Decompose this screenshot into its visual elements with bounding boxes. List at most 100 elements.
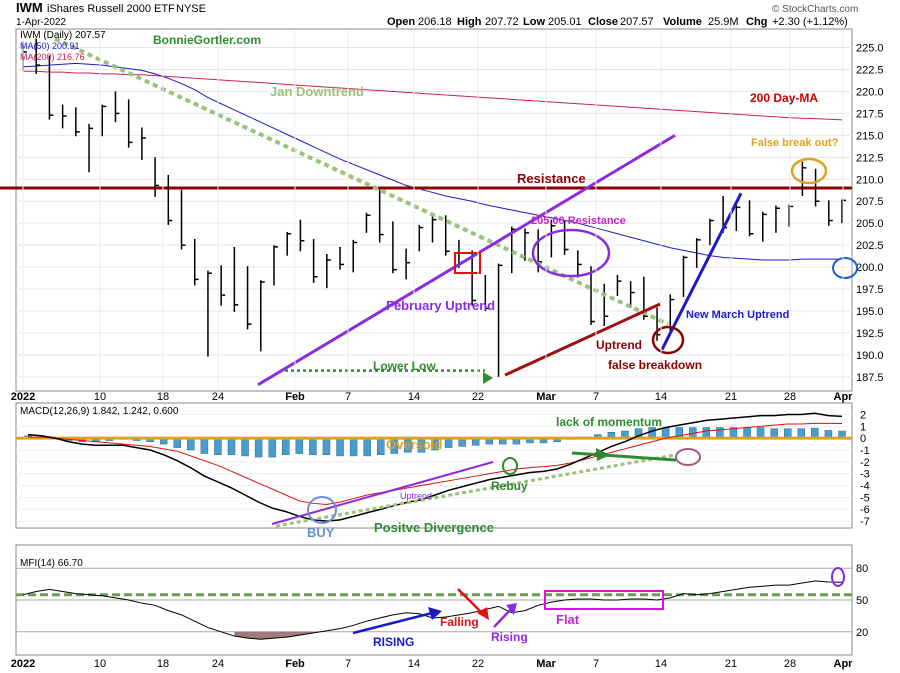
macd-histogram-bar <box>363 437 371 457</box>
x-tick-label: 24 <box>212 391 224 403</box>
macd-legend: MACD(12,26,9) 1.842, 1.242, 0.600 <box>20 406 179 417</box>
x-tick-label: 7 <box>593 391 599 403</box>
macd-uptrend-line <box>271 461 494 525</box>
lower-low-arrowhead <box>483 372 493 384</box>
macd-tick-label: -3 <box>860 469 870 481</box>
close-value: 207.57 <box>620 16 654 28</box>
x-tick-label: 28 <box>784 391 796 403</box>
positive-divergence-label: Positve Divergence <box>374 520 494 535</box>
falling-arrowhead <box>477 607 489 620</box>
x-tick-label-bottom: Feb <box>285 658 305 670</box>
x-tick-label-bottom: 28 <box>784 658 796 670</box>
mfi-legend: MFI(14) 66.70 <box>20 558 83 569</box>
feb-uptrend-label: February Uptrend <box>386 298 495 313</box>
open-value: 206.18 <box>418 16 452 28</box>
macd-histogram-bar <box>811 427 819 439</box>
mfi-marks <box>16 567 852 640</box>
macd-histogram-bar <box>743 427 751 439</box>
high-value: 207.72 <box>485 16 519 28</box>
x-tick-label: 2022 <box>11 391 35 403</box>
x-tick-label-bottom: 21 <box>725 658 737 670</box>
x-tick-label-bottom: 10 <box>94 658 106 670</box>
x-tick-label: 21 <box>725 391 737 403</box>
ma50-line <box>22 62 843 261</box>
macd-histogram-bar <box>322 437 331 455</box>
macd-line <box>27 412 843 522</box>
price-tick-label: 222.5 <box>856 65 884 77</box>
price-tick-label: 217.5 <box>856 108 884 120</box>
volume-label: Volume <box>663 16 702 28</box>
header-date: 1-Apr-2022 <box>16 17 66 28</box>
jan-label: Jan Downtrend <box>270 84 364 99</box>
march-uptrend-line <box>504 302 661 377</box>
ma200-line <box>23 70 843 121</box>
macd-tick-label: -1 <box>860 445 870 457</box>
x-tick-label-bottom: 22 <box>472 658 484 670</box>
falling-arrow <box>457 588 484 615</box>
rebuy-label: Rebuy <box>491 479 528 493</box>
x-tick-label-bottom: 14 <box>655 658 667 670</box>
mfi-tick-label: 20 <box>856 627 868 639</box>
price-tick-label: 197.5 <box>856 284 884 296</box>
lack-momentum-line <box>571 451 677 462</box>
price-tick-label: 190.0 <box>856 350 884 362</box>
brand-label: BonnieGortler.com <box>153 33 261 47</box>
new-uptrend-line <box>660 192 743 351</box>
lack-momentum-arrowhead <box>596 448 610 461</box>
price-tick-label: 225.0 <box>856 43 884 55</box>
low-value: 205.01 <box>548 16 582 28</box>
macd-histogram-bar <box>376 437 385 455</box>
chg-value: +2.30 (+1.12%) <box>772 16 848 28</box>
ma200-annotation: 200 Day-MA <box>750 91 818 105</box>
x-tick-label: 14 <box>655 391 667 403</box>
price-tick-label: 195.0 <box>856 306 884 318</box>
open-label: Open <box>387 16 415 28</box>
macd-grid: 210-1-2-3-4-5-6-7 <box>16 409 870 528</box>
macd-tick-label: -6 <box>860 504 870 516</box>
x-tick-label: 18 <box>157 391 169 403</box>
rising2-arrow <box>493 607 513 628</box>
buy-circle <box>307 496 337 524</box>
macd-tick-label: 0 <box>860 433 866 445</box>
close-label: Close <box>588 16 618 28</box>
macd-marks <box>16 412 852 528</box>
macd-tick-label: -7 <box>860 516 870 528</box>
false-breakdown-label: false breakdown <box>608 358 702 372</box>
x-tick-label-bottom: 2022 <box>11 658 35 670</box>
mfi-circle <box>831 567 845 587</box>
x-tick-label-bottom: 14 <box>408 658 420 670</box>
macd-histogram-bar <box>716 427 724 439</box>
price-tick-label: 202.5 <box>856 240 884 252</box>
mfi-tick-label: 80 <box>856 563 868 575</box>
header-exchange: NYSE <box>176 3 206 15</box>
x-tick-label-bottom: 24 <box>212 658 224 670</box>
macd-histogram-bar <box>702 427 711 439</box>
x-tick-label: 7 <box>345 391 351 403</box>
price-panel <box>15 28 853 392</box>
resistance-205-circle <box>531 228 611 278</box>
price-tick-label: 212.5 <box>856 152 884 164</box>
feb-uptrend-line <box>257 134 676 387</box>
macd-divergence-line <box>275 453 676 528</box>
x-tick-label-bottom: 18 <box>157 658 169 670</box>
flat-box <box>544 590 664 610</box>
macd-histogram-bar <box>756 427 765 439</box>
macd-histogram-bar <box>254 437 263 458</box>
high-label: High <box>457 16 482 28</box>
price-tick-label: 215.0 <box>856 130 884 142</box>
macd-histogram-bar <box>227 437 236 455</box>
resistance-label: Resistance <box>517 171 586 186</box>
lack-of-momentum-label: lack of momentum <box>556 415 662 429</box>
macd-histogram-bar <box>309 437 317 455</box>
red-box <box>454 252 481 274</box>
x-tick-label-bottom: 7 <box>593 658 599 670</box>
macd-histogram-bar <box>349 437 358 457</box>
macd-histogram-bar <box>200 437 209 454</box>
price-tick-label: 207.5 <box>856 196 884 208</box>
price-tick-label: 187.5 <box>856 372 884 384</box>
rising2-arrowhead <box>506 603 517 615</box>
macd-histogram-bar <box>282 437 290 455</box>
uptrend-label: Uptrend <box>596 338 642 352</box>
price-tick-label: 192.5 <box>856 328 884 340</box>
